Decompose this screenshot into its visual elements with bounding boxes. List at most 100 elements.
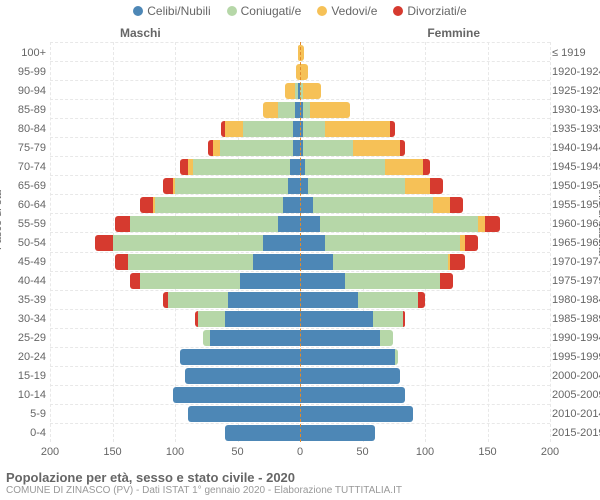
age-band-label: 10-14: [2, 389, 46, 401]
bar-male: [185, 368, 300, 384]
bar-segment: [325, 235, 460, 251]
bar-segment: [225, 425, 300, 441]
bar-female: [300, 140, 405, 156]
bar-segment: [373, 311, 403, 327]
bar-male: [95, 235, 300, 251]
bar-female: [300, 178, 443, 194]
bar-segment: [303, 140, 353, 156]
birth-year-label: 1970-1974: [552, 256, 600, 268]
bar-segment: [303, 83, 322, 99]
birth-year-label: 1955-1959: [552, 199, 600, 211]
bar-segment: [115, 254, 128, 270]
bar-male: [180, 159, 300, 175]
bar-segment: [430, 178, 443, 194]
bar-segment: [300, 349, 395, 365]
x-axis-tick-label: 0: [297, 446, 303, 458]
bar-segment: [403, 311, 406, 327]
bar-female: [300, 254, 465, 270]
age-band-label: 80-84: [2, 123, 46, 135]
x-axis-tick-label: 100: [416, 446, 434, 458]
bar-segment: [300, 197, 313, 213]
bar-male: [221, 121, 300, 137]
bar-female: [300, 292, 425, 308]
birth-year-label: 1995-1999: [552, 351, 600, 363]
x-axis-tick-label: 200: [41, 446, 59, 458]
bar-segment: [478, 216, 486, 232]
bar-segment: [440, 273, 453, 289]
bar-segment: [345, 273, 440, 289]
bar-male: [203, 330, 301, 346]
bar-segment: [243, 121, 293, 137]
bar-female: [300, 311, 405, 327]
chart-title: Popolazione per età, sesso e stato civil…: [6, 470, 594, 485]
bar-segment: [303, 121, 326, 137]
x-axis-tick-label: 150: [103, 446, 121, 458]
x-axis-tick-label: 50: [356, 446, 368, 458]
bar-male: [225, 425, 300, 441]
bar-segment: [228, 292, 301, 308]
birth-year-label: 1990-1994: [552, 332, 600, 344]
bar-segment: [220, 140, 293, 156]
birth-year-label: 1950-1954: [552, 180, 600, 192]
bar-segment: [300, 425, 375, 441]
bar-segment: [310, 102, 350, 118]
bar-segment: [485, 216, 500, 232]
bar-segment: [185, 368, 300, 384]
bar-female: [300, 121, 395, 137]
birth-year-label: 1985-1989: [552, 313, 600, 325]
bar-segment: [198, 311, 226, 327]
age-band-label: 100+: [2, 47, 46, 59]
birth-year-label: 1925-1929: [552, 85, 600, 97]
bar-female: [300, 406, 413, 422]
bar-segment: [405, 178, 430, 194]
bar-segment: [210, 330, 300, 346]
x-axis-tick-label: 150: [478, 446, 496, 458]
x-axis-tick-label: 100: [166, 446, 184, 458]
bar-segment: [263, 235, 301, 251]
bar-segment: [128, 254, 253, 270]
birth-year-label: 2005-2009: [552, 389, 600, 401]
chart-footer: Popolazione per età, sesso e stato civil…: [6, 470, 594, 496]
x-axis-labels: 20015010050050100150200: [50, 446, 550, 460]
bar-segment: [320, 216, 478, 232]
birth-year-label: 2015-2019: [552, 427, 600, 439]
bar-male: [115, 254, 300, 270]
bar-male: [163, 292, 301, 308]
birth-year-label: 1945-1949: [552, 161, 600, 173]
bar-segment: [283, 197, 301, 213]
bar-segment: [290, 159, 300, 175]
bar-male: [195, 311, 300, 327]
bar-male: [130, 273, 300, 289]
age-band-label: 75-79: [2, 142, 46, 154]
bar-segment: [293, 121, 301, 137]
bar-segment: [163, 178, 173, 194]
legend-item: Coniugati/e: [227, 4, 302, 18]
age-band-label: 65-69: [2, 180, 46, 192]
bar-segment: [300, 330, 380, 346]
bar-female: [300, 64, 308, 80]
bar-female: [300, 102, 350, 118]
bar-male: [173, 387, 301, 403]
birth-year-label: 1935-1939: [552, 123, 600, 135]
bar-segment: [300, 64, 308, 80]
age-band-label: 95-99: [2, 66, 46, 78]
bar-segment: [300, 406, 413, 422]
legend-item: Divorziati/e: [393, 4, 466, 18]
bar-segment: [300, 178, 308, 194]
birth-year-label: 1965-1969: [552, 237, 600, 249]
legend-swatch: [133, 6, 143, 16]
bar-segment: [263, 102, 278, 118]
legend: Celibi/NubiliConiugati/eVedovi/eDivorzia…: [0, 4, 600, 18]
bar-female: [300, 387, 405, 403]
bar-segment: [358, 292, 418, 308]
population-pyramid: 100+≤ 191995-991920-192490-941925-192985…: [50, 42, 550, 442]
bar-female: [300, 368, 400, 384]
bar-segment: [300, 235, 325, 251]
birth-year-label: 2010-2014: [552, 408, 600, 420]
bar-segment: [188, 406, 301, 422]
bar-segment: [180, 349, 300, 365]
bar-segment: [140, 197, 153, 213]
legend-item: Vedovi/e: [317, 4, 377, 18]
birth-year-label: 1980-1984: [552, 294, 600, 306]
bar-segment: [225, 121, 243, 137]
